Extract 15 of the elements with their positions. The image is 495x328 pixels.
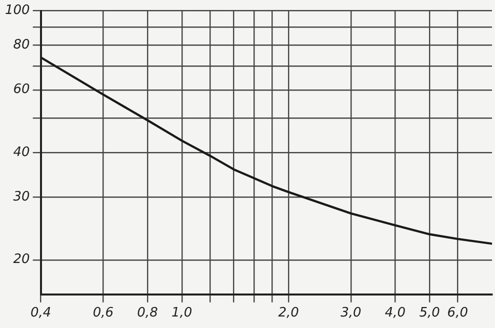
x-tick-label: 0,6	[92, 306, 114, 321]
x-tick-label: 5,0	[419, 306, 440, 321]
y-tick-label: 80	[13, 38, 30, 53]
x-tick-label: 4,0	[384, 306, 406, 321]
x-tick-label: 0,8	[137, 306, 158, 321]
x-tick-label: 1,0	[172, 306, 192, 321]
x-tick-label: 2,0	[278, 306, 299, 321]
y-tick-label: 100	[4, 3, 30, 18]
x-tick-label: 6,0	[447, 306, 468, 321]
x-tick-label: 3,0	[340, 306, 362, 321]
y-tick-label: 40	[13, 144, 30, 160]
y-tick-label: 20	[13, 252, 30, 268]
y-tick-label: 60	[13, 82, 30, 98]
x-tick-label: 0,4	[30, 306, 52, 321]
y-tick-label: 30	[13, 189, 30, 204]
